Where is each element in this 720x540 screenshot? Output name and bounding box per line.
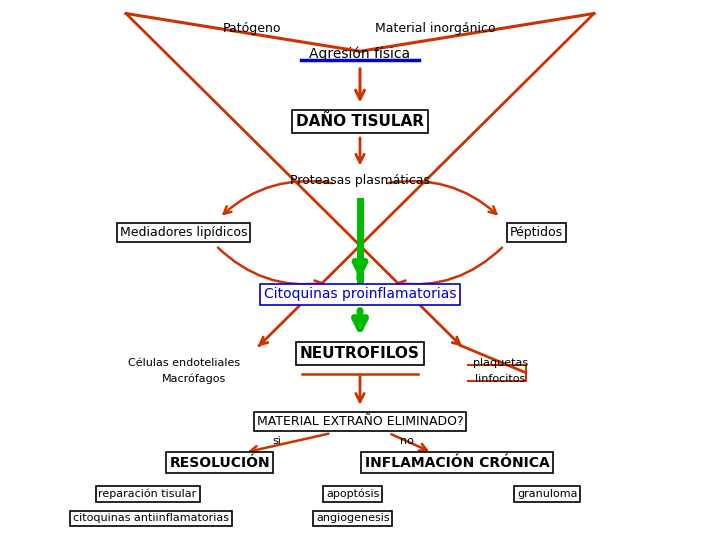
Text: Agresión física: Agresión física	[310, 47, 410, 61]
Text: INFLAMACIÓN CRÓNICA: INFLAMACIÓN CRÓNICA	[365, 456, 549, 470]
Text: angiogenesis: angiogenesis	[316, 514, 390, 523]
Text: NEUTROFILOS: NEUTROFILOS	[300, 346, 420, 361]
Text: Macrófagos: Macrófagos	[162, 374, 227, 384]
Text: linfocitos: linfocitos	[475, 374, 526, 384]
Text: plaquetas: plaquetas	[473, 358, 528, 368]
Text: citoquinas antiinflamatorias: citoquinas antiinflamatorias	[73, 514, 229, 523]
Text: si: si	[273, 436, 282, 446]
Text: no: no	[400, 436, 414, 446]
Text: granuloma: granuloma	[517, 489, 577, 499]
Text: DAÑO TISULAR: DAÑO TISULAR	[296, 114, 424, 129]
Text: RESOLUCIÓN: RESOLUCIÓN	[169, 456, 270, 470]
Text: Patógeno: Patógeno	[222, 22, 282, 35]
Text: Mediadores lipídicos: Mediadores lipídicos	[120, 226, 248, 239]
Text: Proteasas plasmáticas: Proteasas plasmáticas	[290, 174, 430, 187]
Text: Péptidos: Péptidos	[510, 226, 563, 239]
Text: Material inorgánico: Material inorgánico	[375, 22, 496, 35]
Text: Células endoteliales: Células endoteliales	[127, 358, 240, 368]
Text: Citoquinas proinflamatorias: Citoquinas proinflamatorias	[264, 287, 456, 301]
Text: MATERIAL EXTRAÑO ELIMINADO?: MATERIAL EXTRAÑO ELIMINADO?	[257, 415, 463, 428]
Text: apoptósis: apoptósis	[326, 489, 379, 500]
Text: reparación tisular: reparación tisular	[99, 489, 197, 500]
